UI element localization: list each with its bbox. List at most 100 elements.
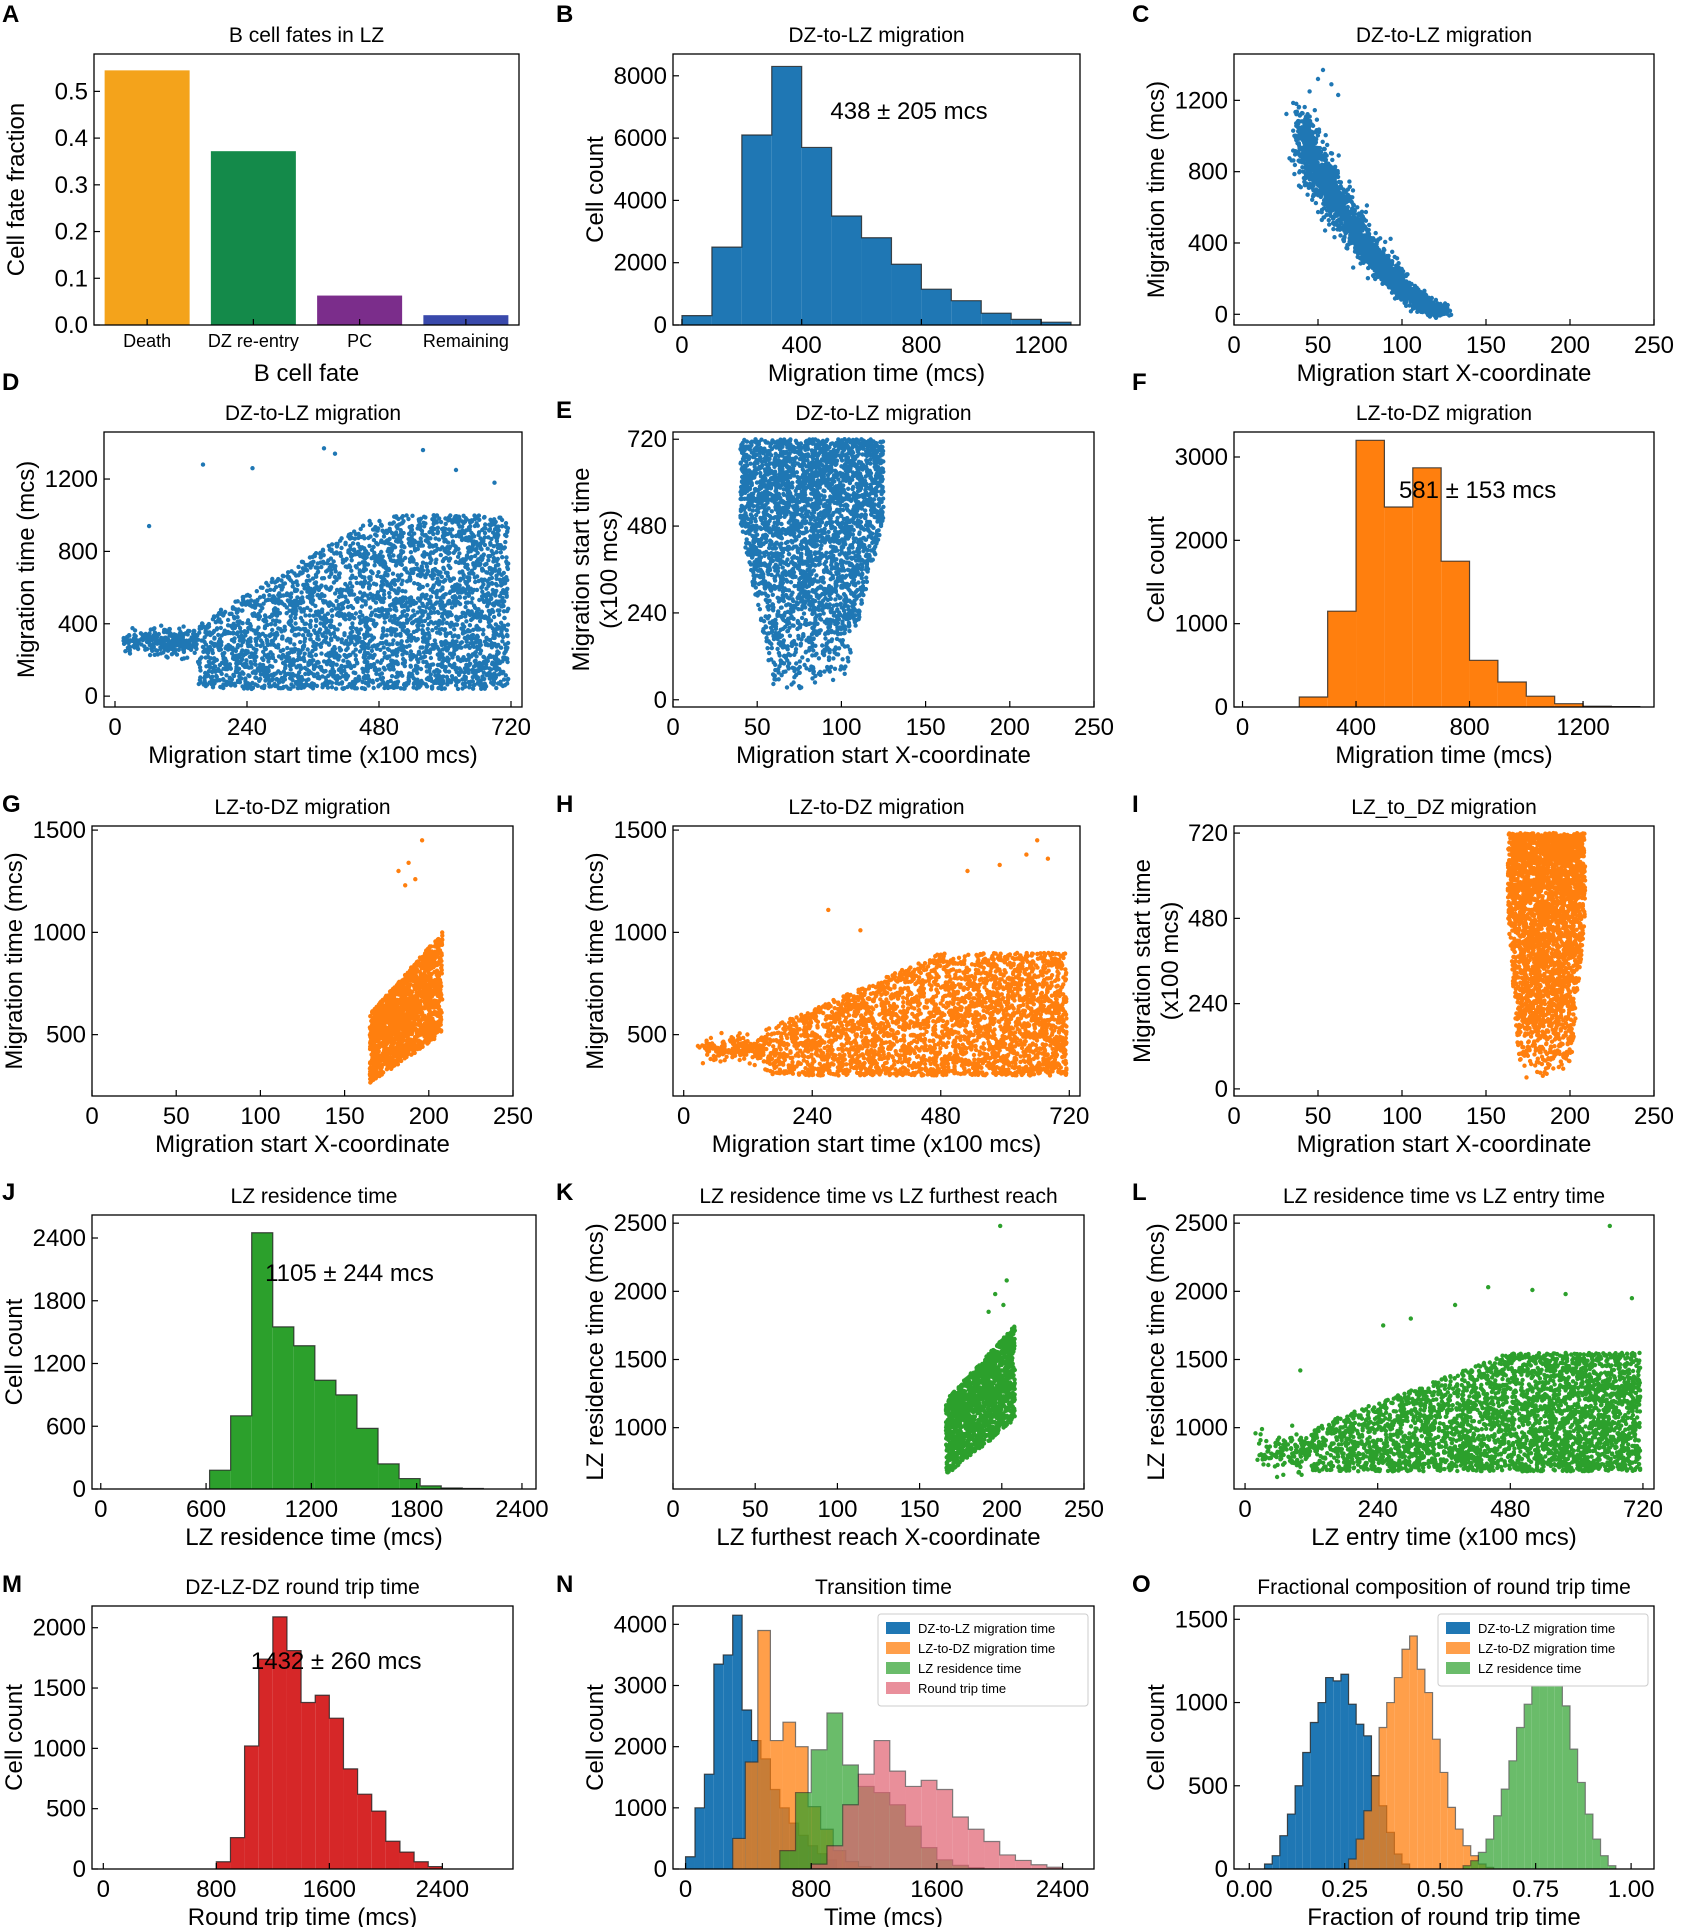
x-tick-label: 0 bbox=[666, 714, 679, 741]
hist-bar bbox=[842, 1804, 859, 1869]
panel-n: N Transition time 0 800 1600 2400 0 1000 2000 300… bbox=[556, 1571, 1095, 1927]
x-tick-label: 800 bbox=[196, 1876, 236, 1903]
chart-title: DZ-to-LZ migration bbox=[1356, 24, 1532, 47]
y-tick-label: 1500 bbox=[614, 1346, 667, 1373]
y-tick-label: 2500 bbox=[1175, 1210, 1228, 1237]
x-axis-label: Migration start X-coordinate bbox=[1297, 360, 1592, 387]
legend-box bbox=[1437, 1613, 1649, 1687]
axes-frame bbox=[1233, 53, 1655, 326]
hist-bar bbox=[1011, 319, 1042, 325]
x-tick-label: 800 bbox=[901, 332, 941, 359]
y-tick-label: 3000 bbox=[614, 1673, 667, 1700]
hist-bar bbox=[782, 1722, 796, 1869]
y-axis-label: Cell fate fraction bbox=[3, 103, 30, 276]
y-tick-label: 720 bbox=[627, 426, 667, 453]
panel-b: B DZ-to-LZ migration 0 400 800 1200 0 2000 4000 6… bbox=[556, 1, 1081, 387]
hist-bar bbox=[1455, 1829, 1464, 1869]
hist-bar bbox=[1470, 1860, 1479, 1869]
hist-bar bbox=[1310, 1722, 1318, 1869]
hist-outline bbox=[810, 1739, 1064, 1869]
axes-frame bbox=[91, 825, 514, 1097]
hist-bar bbox=[1279, 1835, 1288, 1869]
axes-frame bbox=[672, 53, 1081, 326]
hist-bar bbox=[1402, 1649, 1410, 1869]
plot-data bbox=[1253, 1223, 1643, 1480]
hist-bar bbox=[343, 1768, 358, 1869]
x-tick-label: 1600 bbox=[303, 1876, 356, 1903]
legend-box bbox=[877, 1613, 1089, 1707]
y-ticks: 0 600 1200 1800 2400 bbox=[33, 1225, 98, 1503]
x-tick-label: 150 bbox=[1466, 1103, 1506, 1130]
chart-title: LZ residence time vs LZ furthest reach bbox=[699, 1185, 1057, 1208]
y-tick-label: 1200 bbox=[1175, 87, 1228, 114]
y-tick-label: 0 bbox=[654, 1856, 667, 1883]
chart-title: LZ-to-DZ migration bbox=[214, 796, 390, 819]
x-axis-label: LZ entry time (x100 mcs) bbox=[1311, 1524, 1576, 1551]
hist-bar bbox=[984, 1841, 1000, 1869]
x-tick-label: 720 bbox=[1623, 1496, 1663, 1523]
x-tick-label: 0 bbox=[666, 1496, 679, 1523]
x-tick-label: 0.25 bbox=[1321, 1876, 1368, 1903]
x-ticks: Death DZ re-entry PC Remaining bbox=[123, 319, 509, 351]
chart-title: DZ-to-LZ migration bbox=[788, 24, 964, 47]
plot-data bbox=[121, 446, 511, 692]
x-axis-label: Migration start X-coordinate bbox=[1297, 1131, 1592, 1158]
y-tick-label: 8000 bbox=[614, 63, 667, 90]
hist-bar bbox=[1539, 1674, 1548, 1869]
y-tick-label: 2500 bbox=[614, 1210, 667, 1237]
x-tick-label: 250 bbox=[493, 1103, 533, 1130]
legend-swatch bbox=[886, 1642, 910, 1654]
hist-bar bbox=[779, 1850, 796, 1869]
plot-data bbox=[367, 838, 445, 1085]
scatter-points bbox=[1284, 67, 1454, 320]
axes-frame bbox=[1233, 1605, 1655, 1870]
panel-label: K bbox=[556, 1179, 574, 1206]
x-tick-label: 0.00 bbox=[1226, 1876, 1273, 1903]
hist-bar bbox=[1348, 1859, 1357, 1869]
x-ticks: 0.00 0.25 0.50 0.75 1.00 bbox=[1226, 1863, 1654, 1903]
hist-bar bbox=[1287, 1814, 1296, 1869]
hist-bar bbox=[770, 1740, 783, 1869]
x-ticks: 0 50 100 150 200 250 bbox=[666, 701, 1114, 741]
legend-swatch bbox=[1446, 1622, 1470, 1634]
hist-bar bbox=[1592, 1839, 1601, 1869]
x-ticks: 0 800 1600 2400 bbox=[679, 1863, 1089, 1903]
hist-bar bbox=[1295, 1785, 1303, 1869]
y-tick-label: 0 bbox=[654, 312, 667, 339]
x-tick-label: 150 bbox=[1466, 332, 1506, 359]
axes-frame bbox=[672, 1214, 1085, 1490]
y-tick-label: 480 bbox=[627, 513, 667, 540]
plot-data bbox=[684, 1614, 1064, 1869]
bar-dz-re-entry bbox=[210, 151, 296, 325]
x-tick-label: 480 bbox=[359, 714, 399, 741]
x-tick-label: 2400 bbox=[495, 1496, 548, 1523]
hist-series-3 bbox=[810, 1739, 1064, 1869]
x-tick-label: 50 bbox=[744, 714, 771, 741]
hist-bar bbox=[694, 1807, 705, 1869]
stats-annotation: 581 ± 153 mcs bbox=[1399, 477, 1556, 504]
x-tick-label: 0 bbox=[677, 1103, 690, 1130]
x-tick-label: 200 bbox=[409, 1103, 449, 1130]
hist-series-0 bbox=[208, 1232, 484, 1490]
hist-bar bbox=[826, 1845, 843, 1869]
y-tick-label: 1500 bbox=[1175, 1346, 1228, 1373]
hist-bar bbox=[795, 1792, 812, 1869]
hist-bar bbox=[1516, 1727, 1525, 1869]
x-tick-label: 480 bbox=[921, 1103, 961, 1130]
y-tick-label: 0.1 bbox=[55, 265, 88, 292]
hist-bar bbox=[1493, 1815, 1502, 1869]
hist-bar bbox=[713, 1664, 724, 1869]
x-tick-label: 480 bbox=[1490, 1496, 1530, 1523]
hist-bar bbox=[981, 313, 1012, 325]
panel-label: H bbox=[556, 791, 573, 818]
legend-entry: LZ residence time bbox=[918, 1661, 1021, 1676]
hist-bar bbox=[1379, 1727, 1387, 1869]
y-ticks: 1000 1500 2000 2500 bbox=[614, 1210, 679, 1442]
hist-bar bbox=[711, 247, 742, 325]
x-tick-label: 250 bbox=[1064, 1496, 1104, 1523]
scatter-points bbox=[695, 838, 1069, 1078]
hist-bar bbox=[858, 1774, 875, 1869]
hist-bar bbox=[1264, 1864, 1273, 1869]
y-axis-label: Cell count bbox=[1, 1298, 28, 1405]
